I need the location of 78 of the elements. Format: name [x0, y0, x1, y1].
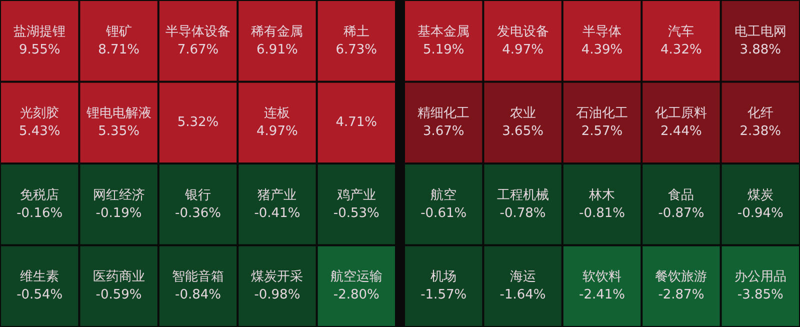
- category-label: 维生素: [20, 270, 60, 285]
- data-label: -0.16%: [16, 206, 63, 221]
- data-label: -0.81%: [579, 206, 625, 221]
- data-label: -0.84%: [175, 288, 221, 303]
- category-label: 智能音箱: [172, 270, 224, 285]
- category-label: 航空运输: [330, 270, 382, 285]
- category-label: 光刻胶: [20, 106, 60, 122]
- data-label: -0.41%: [254, 206, 300, 221]
- category-label: 猪产业: [258, 188, 297, 203]
- data-label: 4.39%: [581, 42, 623, 58]
- data-label: 5.19%: [422, 42, 464, 58]
- data-label: -0.87%: [658, 206, 704, 221]
- data-label: -1.57%: [420, 288, 467, 303]
- category-label: 半导体设备: [166, 24, 230, 40]
- data-label: -0.78%: [500, 206, 546, 221]
- data-label: 3.88%: [740, 42, 782, 58]
- category-label: 航空: [430, 188, 457, 203]
- category-label: 机场: [430, 270, 457, 285]
- data-label: -2.87%: [658, 288, 704, 303]
- data-label: 4.97%: [256, 124, 298, 140]
- data-label: 5.43%: [18, 124, 60, 140]
- data-label: 4.71%: [336, 115, 378, 130]
- category-label: 化工原料: [655, 106, 708, 122]
- category-label: 银行: [184, 188, 211, 203]
- category-label: 锂矿: [104, 24, 132, 40]
- data-label: -2.80%: [333, 288, 380, 303]
- data-label: 5.32%: [177, 115, 219, 130]
- category-label: 鸡产业: [336, 188, 376, 203]
- category-label: 食品: [668, 188, 694, 203]
- data-label: -0.54%: [16, 288, 63, 303]
- data-label: 4.32%: [660, 42, 702, 58]
- category-label: 网红经济: [92, 188, 145, 203]
- data-label: -3.85%: [737, 288, 784, 303]
- category-label: 锂电电解液: [85, 106, 152, 122]
- category-label: 农业: [510, 106, 536, 122]
- category-label: 煤炭: [747, 188, 774, 203]
- category-label: 工程机械: [496, 188, 549, 203]
- data-label: 2.57%: [581, 124, 623, 140]
- category-label: 餐饮旅游: [655, 270, 708, 285]
- category-label: 半导体: [582, 24, 622, 40]
- data-label: 3.67%: [422, 124, 464, 140]
- category-label: 海运: [510, 270, 536, 285]
- category-label: 精细化工: [418, 106, 470, 122]
- data-label: 4.97%: [502, 42, 544, 58]
- category-label: 盐湖提锂: [14, 24, 66, 40]
- data-label: -0.61%: [420, 206, 467, 221]
- category-label: 电工电网: [734, 24, 786, 40]
- data-label: 6.91%: [256, 42, 298, 58]
- data-label: -0.59%: [96, 288, 142, 303]
- category-label: 煤炭开采: [251, 270, 304, 285]
- data-label: 9.55%: [18, 42, 60, 58]
- category-label: 医药商业: [92, 270, 145, 285]
- data-label: 2.44%: [660, 124, 702, 140]
- category-label: 免税店: [20, 186, 60, 203]
- data-label: 5.35%: [98, 124, 140, 140]
- category-label: 稀土: [343, 24, 370, 40]
- data-label: 6.73%: [336, 42, 378, 58]
- category-label: 办公用品: [734, 270, 786, 285]
- category-label: 连板: [264, 106, 290, 122]
- data-label: 2.38%: [740, 124, 782, 140]
- data-label: 8.71%: [98, 42, 140, 58]
- data-label: -2.41%: [579, 288, 625, 303]
- data-label: -0.36%: [175, 206, 221, 221]
- data-label: -0.19%: [96, 206, 142, 221]
- category-label: 汽车: [668, 24, 694, 40]
- data-label: -1.64%: [500, 288, 546, 303]
- category-label: 稀有金属: [251, 24, 304, 40]
- category-label: 化纤: [747, 106, 774, 122]
- category-label: 基本金属: [418, 24, 470, 40]
- category-label: 软饮料: [582, 270, 622, 285]
- data-label: -0.94%: [737, 206, 784, 221]
- category-label: 发电设备: [496, 24, 549, 40]
- data-label: -0.53%: [333, 206, 380, 221]
- data-label: 7.67%: [177, 42, 219, 58]
- data-label: -0.98%: [254, 288, 300, 303]
- data-label: 3.65%: [502, 124, 544, 140]
- category-label: 石油化工: [576, 106, 628, 122]
- category-label: 林木: [588, 188, 615, 203]
